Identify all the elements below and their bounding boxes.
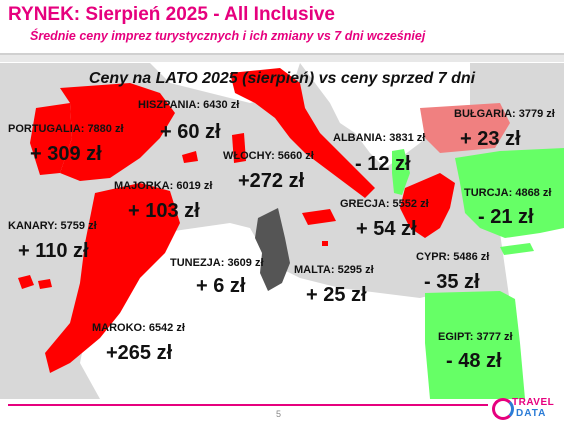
change-malta: + 25 zł — [306, 284, 367, 306]
region-egipt — [425, 291, 525, 399]
slide-subtitle: Średnie ceny imprez turystycznych i ich … — [30, 29, 426, 43]
region-tunezja — [255, 208, 290, 291]
region-turcja — [455, 148, 564, 238]
region-sardynia — [232, 133, 246, 163]
region-sycylia — [302, 209, 336, 225]
footer-divider — [8, 404, 488, 406]
label-bulgaria: BUŁGARIA: 3779 zł — [454, 108, 555, 120]
label-cypr: CYPR: 5486 zł — [416, 251, 490, 263]
land-balkans — [300, 63, 470, 168]
label-albania: ALBANIA: 3831 zł — [333, 132, 426, 144]
change-tunezja: + 6 zł — [196, 275, 246, 297]
change-grecja: + 54 zł — [356, 218, 417, 240]
logo-text-bottom: DATA — [516, 408, 547, 419]
change-majorka: + 103 zł — [128, 200, 200, 222]
label-tunezja: TUNEZJA: 3609 zł — [170, 257, 264, 269]
logo-text-top: TRAVEL — [512, 397, 555, 408]
label-egipt: EGIPT: 3777 zł — [438, 331, 513, 343]
logo-ring-icon — [492, 398, 514, 420]
region-hiszpania — [60, 83, 175, 181]
change-cypr: - 35 zł — [424, 271, 480, 293]
title-divider — [0, 53, 564, 62]
map-canvas — [18, 63, 564, 399]
change-maroko: +265 zł — [106, 342, 173, 364]
land-north-africa — [80, 223, 440, 399]
region-wlochy — [230, 68, 375, 198]
change-egipt: - 48 zł — [446, 350, 502, 372]
map-heading: Ceny na LATO 2025 (sierpień) vs ceny spr… — [88, 70, 476, 87]
region-malta — [322, 241, 328, 246]
label-maroko: MAROKO: 6542 zł — [92, 322, 185, 334]
label-portugalia: PORTUGALIA: 7880 zł — [8, 123, 124, 135]
change-hiszpania: + 60 zł — [160, 121, 221, 143]
change-turcja: - 21 zł — [478, 206, 534, 228]
region-grecja — [400, 173, 455, 238]
region-bulgaria — [420, 103, 510, 153]
region-kanary — [18, 275, 52, 289]
label-grecja: GRECJA: 5552 zł — [340, 198, 429, 210]
label-kanary: KANARY: 5759 zł — [8, 220, 97, 232]
label-majorka: MAJORKA: 6019 zł — [114, 180, 213, 192]
change-albania: - 12 zł — [355, 153, 411, 175]
region-maroko — [45, 183, 180, 373]
page-number: 5 — [276, 409, 282, 419]
region-albania — [392, 149, 410, 195]
region-majorka — [182, 151, 198, 163]
change-bulgaria: + 23 zł — [460, 128, 521, 150]
mediterranean-map — [0, 63, 564, 399]
region-portugalia — [30, 103, 72, 175]
label-wlochy: WŁOCHY: 5660 zł — [223, 150, 314, 162]
label-hiszpania: HISZPANIA: 6430 zł — [138, 99, 240, 111]
region-cypr — [500, 243, 534, 255]
label-turcja: TURCJA: 4868 zł — [464, 187, 552, 199]
change-kanary: + 110 zł — [18, 240, 89, 262]
change-wlochy: +272 zł — [238, 170, 305, 192]
change-portugalia: + 309 zł — [30, 143, 102, 165]
travel-data-logo: TRAVEL DATA — [492, 396, 562, 422]
slide-title: RYNEK: Sierpień 2025 - All Inclusive — [8, 4, 335, 25]
label-malta: MALTA: 5295 zł — [294, 264, 374, 276]
